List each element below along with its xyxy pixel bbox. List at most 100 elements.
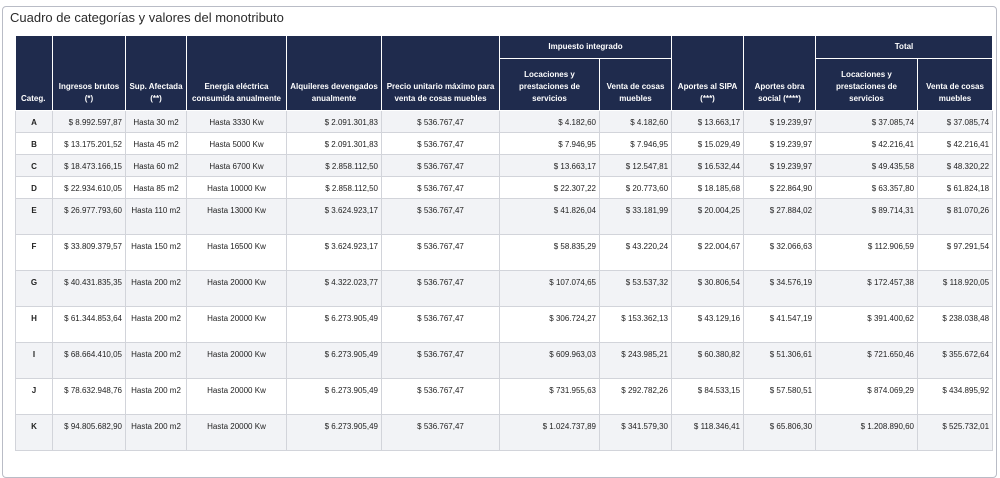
cell-ingresos: $ 8.992.597,87 xyxy=(52,110,126,133)
cell-superficie: Hasta 200 m2 xyxy=(125,306,187,343)
cell-superficie: Hasta 200 m2 xyxy=(125,270,187,307)
table-row: G $ 40.431.835,35 Hasta 200 m2 Hasta 20000 … xyxy=(15,270,994,307)
cell-alquileres: $ 6.273.905,49 xyxy=(286,306,382,343)
cell-tot-venta: $ 37.085,74 xyxy=(917,110,994,133)
cell-imp-locaciones: $ 306.724,27 xyxy=(499,306,600,343)
cell-obra-social: $ 27.884,02 xyxy=(743,198,817,235)
cell-alquileres: $ 6.273.905,49 xyxy=(286,414,382,451)
cell-alquileres: $ 6.273.905,49 xyxy=(286,342,382,379)
cell-alquileres: $ 3.624.923,17 xyxy=(286,198,382,235)
cell-imp-locaciones: $ 13.663,17 xyxy=(499,154,600,177)
cell-obra-social: $ 19.239,97 xyxy=(743,154,817,177)
header-tot-locaciones: Locaciones y prestaciones de servicios xyxy=(815,58,919,111)
cell-imp-locaciones: $ 731.955,63 xyxy=(499,378,600,415)
cell-obra-social: $ 19.239,97 xyxy=(743,132,817,155)
cell-ingresos: $ 22.934.610,05 xyxy=(52,176,126,199)
cell-imp-venta: $ 292.782,26 xyxy=(598,378,673,415)
cell-tot-venta: $ 355.672,64 xyxy=(917,342,994,379)
cell-tot-locaciones: $ 1.208.890,60 xyxy=(815,414,919,451)
header-precio-unitario: Precio unitario máximo para venta de cos… xyxy=(381,35,500,111)
header-alquileres: Alquileres devengados anualmente xyxy=(286,35,382,111)
cell-ingresos: $ 26.977.793,60 xyxy=(52,198,126,235)
cell-precio: $ 536.767,47 xyxy=(381,270,500,307)
cell-precio: $ 536.767,47 xyxy=(381,176,500,199)
cell-imp-locaciones: $ 22.307,22 xyxy=(499,176,600,199)
cell-obra-social: $ 65.806,30 xyxy=(743,414,817,451)
cell-precio: $ 536.767,47 xyxy=(381,414,500,451)
cell-precio: $ 536.767,47 xyxy=(381,154,500,177)
cell-categ: A xyxy=(15,110,53,133)
cell-imp-locaciones: $ 1.024.737,89 xyxy=(499,414,600,451)
cell-imp-venta: $ 12.547,81 xyxy=(598,154,673,177)
header-aportes-sipa: Aportes al SIPA (***) xyxy=(671,35,745,111)
cell-imp-venta: $ 43.220,24 xyxy=(598,234,673,271)
cell-imp-venta: $ 53.537,32 xyxy=(598,270,673,307)
cell-sipa: $ 18.185,68 xyxy=(671,176,745,199)
cell-imp-venta: $ 153.362,13 xyxy=(598,306,673,343)
cell-imp-locaciones: $ 4.182,60 xyxy=(499,110,600,133)
cell-precio: $ 536.767,47 xyxy=(381,110,500,133)
cell-precio: $ 536.767,47 xyxy=(381,378,500,415)
header-categ: Categ. xyxy=(15,35,53,111)
cell-precio: $ 536.767,47 xyxy=(381,132,500,155)
table-row: E $ 26.977.793,60 Hasta 110 m2 Hasta 13000 … xyxy=(15,198,994,235)
table-row: F $ 33.809.379,57 Hasta 150 m2 Hasta 16500 … xyxy=(15,234,994,271)
cell-tot-locaciones: $ 49.435,58 xyxy=(815,154,919,177)
header-impuesto-integrado: Impuesto integrado xyxy=(498,35,673,59)
cell-tot-venta: $ 238.038,48 xyxy=(917,306,994,343)
cell-superficie: Hasta 45 m2 xyxy=(125,132,187,155)
table-row: H $ 61.344.853,64 Hasta 200 m2 Hasta 20000 … xyxy=(15,306,994,343)
cell-ingresos: $ 94.805.682,90 xyxy=(52,414,126,451)
cell-superficie: Hasta 200 m2 xyxy=(125,378,187,415)
header-imp-venta: Venta de cosas muebles xyxy=(598,58,673,111)
cell-sipa: $ 60.380,82 xyxy=(671,342,745,379)
cell-energia: Hasta 6700 Kw xyxy=(186,154,287,177)
cell-obra-social: $ 57.580,51 xyxy=(743,378,817,415)
panel-title: Cuadro de categorías y valores del monot… xyxy=(10,10,284,25)
table-row: D $ 22.934.610,05 Hasta 85 m2 Hasta 10000 K… xyxy=(15,176,994,199)
cell-categ: C xyxy=(15,154,53,177)
cell-superficie: Hasta 60 m2 xyxy=(125,154,187,177)
table-row: J $ 78.632.948,76 Hasta 200 m2 Hasta 20000 … xyxy=(15,378,994,415)
cell-sipa: $ 13.663,17 xyxy=(671,110,745,133)
cell-energia: Hasta 20000 Kw xyxy=(186,270,287,307)
cell-categ: D xyxy=(15,176,53,199)
cell-energia: Hasta 3330 Kw xyxy=(186,110,287,133)
cell-tot-venta: $ 118.920,05 xyxy=(917,270,994,307)
header-aportes-obra-social: Aportes obra social (****) xyxy=(743,35,817,111)
cell-tot-venta: $ 81.070,26 xyxy=(917,198,994,235)
cell-imp-venta: $ 4.182,60 xyxy=(598,110,673,133)
cell-alquileres: $ 6.273.905,49 xyxy=(286,378,382,415)
cell-obra-social: $ 41.547,19 xyxy=(743,306,817,343)
cell-sipa: $ 30.806,54 xyxy=(671,270,745,307)
cell-tot-locaciones: $ 172.457,38 xyxy=(815,270,919,307)
cell-energia: Hasta 20000 Kw xyxy=(186,306,287,343)
cell-superficie: Hasta 110 m2 xyxy=(125,198,187,235)
cell-imp-venta: $ 33.181,99 xyxy=(598,198,673,235)
cell-superficie: Hasta 30 m2 xyxy=(125,110,187,133)
cell-sipa: $ 43.129,16 xyxy=(671,306,745,343)
cell-obra-social: $ 22.864,90 xyxy=(743,176,817,199)
cell-tot-venta: $ 97.291,54 xyxy=(917,234,994,271)
cell-superficie: Hasta 150 m2 xyxy=(125,234,187,271)
cell-tot-locaciones: $ 721.650,46 xyxy=(815,342,919,379)
header-energia: Energía eléctrica consumida anualmente xyxy=(186,35,287,111)
cell-obra-social: $ 51.306,61 xyxy=(743,342,817,379)
cell-imp-locaciones: $ 609.963,03 xyxy=(499,342,600,379)
cell-ingresos: $ 33.809.379,57 xyxy=(52,234,126,271)
table-row: I $ 68.664.410,05 Hasta 200 m2 Hasta 20000 … xyxy=(15,342,994,379)
cell-tot-locaciones: $ 37.085,74 xyxy=(815,110,919,133)
cell-tot-locaciones: $ 63.357,80 xyxy=(815,176,919,199)
cell-precio: $ 536.767,47 xyxy=(381,198,500,235)
cell-sipa: $ 20.004,25 xyxy=(671,198,745,235)
cell-energia: Hasta 16500 Kw xyxy=(186,234,287,271)
cell-categ: G xyxy=(15,270,53,307)
cell-categ: H xyxy=(15,306,53,343)
header-tot-venta: Venta de cosas muebles xyxy=(917,58,994,111)
cell-sipa: $ 118.346,41 xyxy=(671,414,745,451)
table-row: A $ 8.992.597,87 Hasta 30 m2 Hasta 3330 Kw $… xyxy=(15,110,994,133)
cell-tot-locaciones: $ 874.069,29 xyxy=(815,378,919,415)
cell-superficie: Hasta 200 m2 xyxy=(125,414,187,451)
cell-superficie: Hasta 200 m2 xyxy=(125,342,187,379)
cell-energia: Hasta 20000 Kw xyxy=(186,342,287,379)
